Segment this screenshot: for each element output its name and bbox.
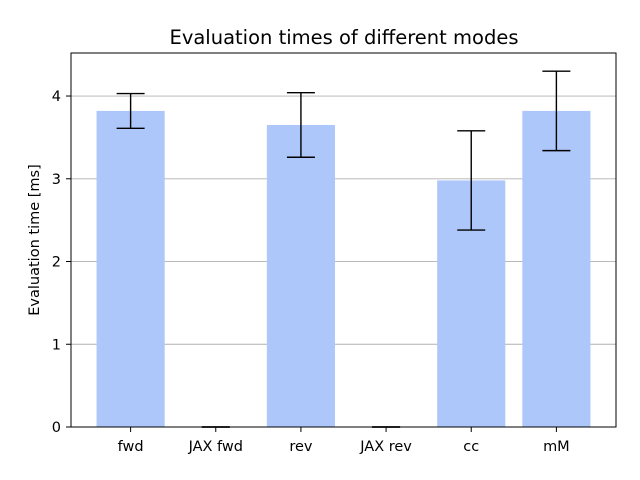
tick-labels: 0 1 2 3 4 fwd JAX fwd rev JAX rev cc mM [52, 89, 570, 455]
x-tick-label: cc [463, 439, 479, 455]
x-tick-label: rev [289, 439, 313, 455]
bar-fwd [96, 110, 165, 428]
y-tick-label: 4 [52, 89, 61, 105]
y-tick-label: 0 [52, 420, 61, 436]
y-axis-label: Evaluation time [ms] [27, 164, 43, 315]
x-tick-label: JAX fwd [188, 439, 243, 455]
x-tick-label: mM [543, 439, 570, 455]
bars [96, 110, 591, 428]
bar-rev [266, 124, 335, 427]
x-tick-label: JAX rev [359, 439, 412, 455]
plot-frame [70, 52, 617, 428]
axes [66, 52, 617, 432]
chart-title: Evaluation times of different modes [170, 26, 519, 49]
y-tick-label: 3 [52, 172, 61, 188]
y-tick-label: 1 [52, 337, 61, 353]
bar-mm [522, 110, 591, 428]
y-tick-label: 2 [52, 255, 61, 271]
x-tick-label: fwd [118, 439, 144, 455]
